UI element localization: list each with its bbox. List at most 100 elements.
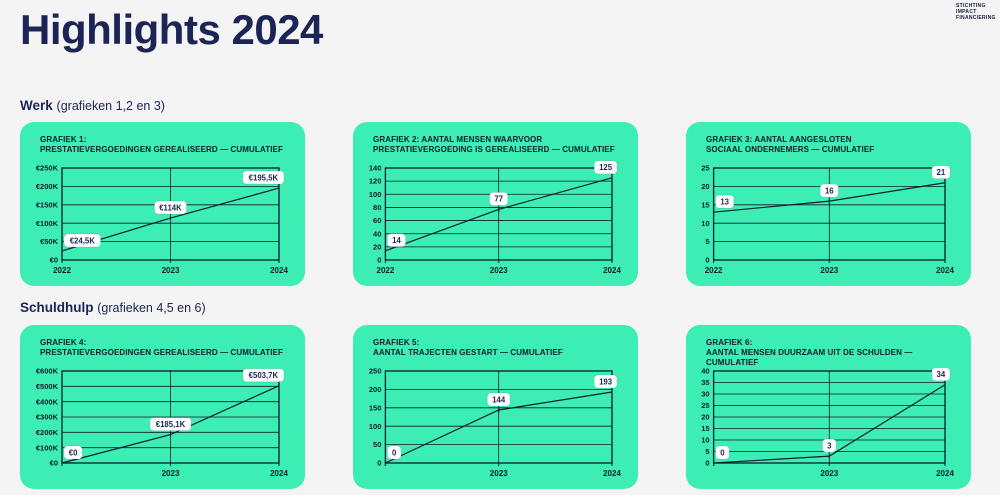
plot-border bbox=[712, 370, 946, 464]
y-tick-label: 120 bbox=[369, 177, 382, 186]
chart-grid bbox=[61, 370, 280, 464]
point-label: 193 bbox=[593, 374, 618, 389]
chart-title-line1: GRAFIEK 4: bbox=[40, 338, 87, 347]
svg-text:125: 125 bbox=[599, 163, 613, 172]
y-tick-label: €200K bbox=[36, 182, 59, 191]
svg-text:34: 34 bbox=[937, 370, 946, 379]
point-label: €195,5K bbox=[242, 170, 285, 185]
y-tick-label: €250K bbox=[36, 164, 59, 173]
y-tick-label: 15 bbox=[701, 424, 709, 433]
svg-text:21: 21 bbox=[937, 168, 946, 177]
x-tick-label: 2024 bbox=[270, 469, 288, 478]
point-label: 16 bbox=[819, 183, 839, 198]
chart-card-grafiek-5: GRAFIEK 5: AANTAL TRAJECTEN GESTART — CU… bbox=[353, 325, 638, 489]
chart-card-grafiek-2: GRAFIEK 2: AANTAL MENSEN WAARVOOR PRESTA… bbox=[353, 122, 638, 286]
y-tick-label: €150K bbox=[36, 200, 59, 209]
chart-title: GRAFIEK 1: PRESTATIEVERGOEDINGEN GEREALI… bbox=[40, 135, 295, 155]
logo-line-1: STICHTING bbox=[956, 3, 986, 9]
svg-text:193: 193 bbox=[599, 377, 613, 386]
y-tick-label: 20 bbox=[373, 242, 381, 251]
y-tick-label: 0 bbox=[377, 256, 381, 265]
svg-text:16: 16 bbox=[825, 186, 834, 195]
svg-text:€24,5K: €24,5K bbox=[70, 236, 96, 245]
section-note: (grafieken 1,2 en 3) bbox=[56, 99, 165, 113]
svg-text:144: 144 bbox=[492, 395, 506, 404]
chart-title: GRAFIEK 3: AANTAL AANGESLOTEN SOCIAAL ON… bbox=[706, 135, 961, 155]
y-tick-label: 20 bbox=[701, 413, 709, 422]
y-tick-label: 200 bbox=[369, 385, 382, 394]
chart-title-line1: GRAFIEK 3: AANTAL AANGESLOTEN bbox=[706, 135, 852, 144]
point-label: 14 bbox=[387, 233, 406, 248]
chart-title: GRAFIEK 4: PRESTATIEVERGOEDINGEN GEREALI… bbox=[40, 338, 295, 358]
svg-text:14: 14 bbox=[392, 236, 401, 245]
y-tick-label: 10 bbox=[701, 436, 709, 445]
plot-border bbox=[384, 167, 613, 261]
y-tick-label: 30 bbox=[701, 390, 709, 399]
y-tick-label: €0 bbox=[50, 459, 58, 468]
y-tick-label: 140 bbox=[369, 164, 382, 173]
y-tick-label: 10 bbox=[701, 219, 709, 228]
svg-text:13: 13 bbox=[720, 197, 729, 206]
svg-text:€503,7K: €503,7K bbox=[249, 371, 279, 380]
y-tick-label: 35 bbox=[701, 378, 709, 387]
chart-title-line1: GRAFIEK 1: bbox=[40, 135, 87, 144]
y-tick-label: 25 bbox=[701, 401, 709, 410]
point-label: 144 bbox=[487, 392, 511, 407]
y-tick-label: 60 bbox=[373, 216, 381, 225]
chart-title-line2: AANTAL TRAJECTEN GESTART — CUMULATIEF bbox=[373, 348, 563, 357]
point-label: €0 bbox=[63, 445, 83, 460]
y-tick-label: 100 bbox=[369, 190, 382, 199]
line-chart-grafiek-3: 0 5 10 15 20 25 2022 2023 2024 13 16 21 bbox=[701, 164, 954, 275]
svg-text:0: 0 bbox=[392, 448, 397, 457]
y-tick-label: 0 bbox=[377, 459, 381, 468]
chart-card-grafiek-3: GRAFIEK 3: AANTAL AANGESLOTEN SOCIAAL ON… bbox=[686, 122, 971, 286]
y-tick-label: 5 bbox=[705, 237, 709, 246]
point-label: 77 bbox=[489, 192, 509, 206]
charts-row-schuldhulp: GRAFIEK 4: PRESTATIEVERGOEDINGEN GEREALI… bbox=[20, 325, 971, 489]
point-label: 125 bbox=[593, 160, 618, 175]
svg-text:€0: €0 bbox=[69, 448, 78, 457]
line-chart-grafiek-4: €0 €100K €200K €300K €400K €500K €600K 2023 2024… bbox=[36, 367, 289, 478]
chart-grid bbox=[384, 370, 613, 464]
svg-text:3: 3 bbox=[827, 441, 832, 450]
page-title: Highlights 2024 bbox=[20, 6, 323, 53]
point-label: €114K bbox=[154, 200, 187, 215]
chart-card-grafiek-6: GRAFIEK 6: AANTAL MENSEN DUURZAAM UIT DE… bbox=[686, 325, 971, 489]
y-tick-label: 25 bbox=[701, 164, 709, 173]
svg-text:€185,1K: €185,1K bbox=[156, 420, 186, 429]
y-tick-label: 40 bbox=[373, 229, 381, 238]
y-tick-label: 0 bbox=[705, 459, 709, 468]
section-note: (grafieken 4,5 en 6) bbox=[97, 301, 206, 315]
charts-row-werk: GRAFIEK 1: PRESTATIEVERGOEDINGEN GEREALI… bbox=[20, 122, 971, 286]
line-chart-grafiek-2: 0 20 40 60 80 100 120 140 2022 2023 2024 14 77 125 bbox=[369, 160, 621, 275]
y-tick-label: €600K bbox=[36, 367, 59, 376]
y-tick-label: 5 bbox=[705, 447, 709, 456]
x-tick-label: 2024 bbox=[270, 266, 288, 275]
x-tick-label: 2023 bbox=[820, 266, 838, 275]
y-tick-label: €100K bbox=[36, 219, 59, 228]
x-tick-label: 2023 bbox=[490, 266, 508, 275]
chart-grid bbox=[713, 167, 946, 261]
point-label: 34 bbox=[931, 367, 951, 382]
stichting-impact-financiering-logo: STICHTING IMPACT FINANCIERING bbox=[956, 3, 996, 21]
svg-text:77: 77 bbox=[494, 195, 503, 204]
chart-title-line1: GRAFIEK 2: AANTAL MENSEN WAARVOOR bbox=[373, 135, 543, 144]
y-tick-label: €100K bbox=[36, 443, 59, 452]
chart-title-line1: GRAFIEK 5: bbox=[373, 338, 420, 347]
x-tick-label: 2023 bbox=[820, 469, 838, 478]
point-label: 0 bbox=[387, 445, 402, 460]
x-tick-label: 2023 bbox=[490, 469, 508, 478]
plot-border bbox=[384, 370, 613, 464]
point-label: €503,7K bbox=[242, 368, 285, 383]
point-label: 0 bbox=[715, 445, 730, 460]
chart-title-line2: AANTAL MENSEN DUURZAAM UIT DE SCHULDEN —… bbox=[706, 348, 913, 367]
section-label-text: Schuldhulp bbox=[20, 300, 94, 315]
y-tick-label: 150 bbox=[369, 403, 382, 412]
chart-title: GRAFIEK 2: AANTAL MENSEN WAARVOOR PRESTA… bbox=[373, 135, 628, 155]
point-label: 3 bbox=[822, 438, 837, 453]
logo-line-2: IMPACT bbox=[956, 9, 977, 15]
x-tick-label: 2022 bbox=[705, 266, 723, 275]
y-tick-label: €300K bbox=[36, 413, 59, 422]
y-tick-label: 0 bbox=[705, 256, 709, 265]
